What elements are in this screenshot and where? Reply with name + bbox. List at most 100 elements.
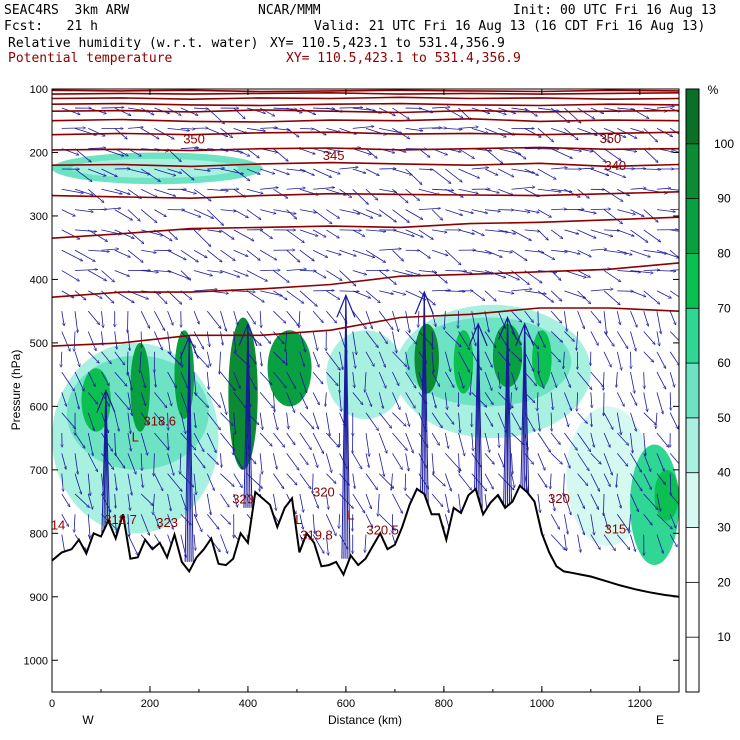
theta-label-8: 320 — [313, 485, 335, 500]
wind-arrow — [260, 311, 261, 328]
wind-arrow — [603, 534, 616, 551]
wind-arrow — [220, 209, 237, 212]
wind-arrow — [484, 331, 497, 347]
wind-arrow — [61, 412, 76, 429]
wind-arrow — [312, 412, 318, 430]
wind-arrow — [498, 433, 499, 448]
wind-arrow — [299, 148, 316, 154]
wind-arrow — [669, 249, 679, 260]
wind-arrow — [498, 249, 512, 252]
wind-arrow — [378, 392, 383, 408]
field2-xy: XY= 110.5,423.1 to 531.4,356.9 — [286, 51, 521, 66]
wind-arrow — [378, 493, 380, 517]
wind-arrow — [577, 249, 592, 258]
wind-arrow — [352, 270, 367, 275]
wind-arrow — [220, 412, 234, 426]
wind-arrow — [206, 372, 209, 390]
wind-arrow — [88, 249, 109, 251]
wind-arrow — [140, 514, 149, 535]
wind-arrow — [656, 290, 672, 299]
wind-arrow — [259, 453, 262, 474]
wind-arrow — [286, 249, 300, 262]
wind-arrow — [616, 473, 617, 488]
updraft-5 — [468, 322, 488, 508]
wind-arrow — [233, 209, 249, 219]
wind-arrow — [180, 147, 199, 148]
wind-arrow — [656, 351, 667, 369]
wind-arrow — [617, 270, 641, 273]
wind-arrow — [498, 188, 513, 195]
wind-arrow — [590, 289, 613, 292]
theta-label-7: 320 — [232, 491, 254, 506]
updraft-head — [515, 322, 535, 347]
wind-arrow — [365, 453, 369, 467]
wind-arrow — [524, 351, 535, 372]
wind-arrow — [326, 229, 339, 239]
wind-arrow — [352, 126, 374, 129]
wind-arrow — [550, 310, 562, 323]
wind-arrow — [61, 351, 62, 368]
wind-arrow — [392, 493, 403, 514]
wind-arrow — [326, 290, 340, 300]
theta-contour-3 — [52, 102, 679, 107]
wind-arrow — [405, 473, 406, 491]
wind-arrow — [286, 453, 300, 470]
wind-arrow — [537, 229, 549, 240]
wind-arrow — [207, 127, 228, 136]
wind-arrow — [590, 229, 613, 237]
wind-arrow — [87, 493, 92, 510]
wind-arrow — [537, 168, 556, 180]
wind-arrow — [61, 493, 71, 507]
wind-arrow — [643, 432, 646, 456]
wind-arrow — [127, 514, 129, 536]
wind-arrow — [167, 331, 171, 354]
wind-arrow — [339, 209, 361, 214]
wind-arrow — [418, 331, 433, 346]
colorbar-level-2 — [686, 363, 699, 418]
wind-arrow — [656, 513, 673, 529]
wind-arrow — [550, 493, 555, 511]
wind-arrow — [206, 514, 219, 529]
wind-arrow — [590, 209, 611, 210]
colorbar-tick-label: 30 — [717, 521, 731, 535]
wind-arrow — [511, 229, 531, 242]
wind-arrow — [286, 168, 306, 171]
wind-arrow — [87, 351, 99, 364]
wind-arrow — [643, 412, 657, 425]
wind-arrow — [246, 290, 265, 303]
wind-arrow — [603, 453, 612, 475]
wind-arrow — [220, 229, 235, 240]
wind-arrow — [312, 432, 325, 454]
wind-arrow — [445, 453, 461, 471]
wind-arrow — [630, 392, 638, 405]
wind-arrow — [630, 290, 647, 297]
wind-arrow — [127, 432, 131, 451]
wind-arrow — [550, 514, 561, 529]
wind-arrow — [379, 188, 397, 192]
wind-arrow — [312, 229, 326, 238]
wind-arrow — [207, 229, 221, 232]
wind-arrow — [564, 290, 586, 299]
x-tick-label: 600 — [337, 698, 355, 710]
wind-arrow — [141, 229, 163, 236]
wind-arrow — [551, 168, 567, 169]
colorbar-tick-label: 60 — [717, 356, 731, 370]
wind-arrow — [206, 534, 220, 552]
wind-arrow — [101, 371, 110, 386]
wind-arrow — [630, 473, 643, 491]
wind-arrow — [564, 148, 581, 152]
wind-arrow — [670, 473, 671, 496]
wind-arrow — [154, 453, 155, 476]
wind-arrow — [127, 392, 132, 415]
wind-arrow — [154, 473, 164, 491]
wind-arrow — [299, 168, 315, 175]
wind-arrow — [418, 128, 442, 129]
wind-arrow — [299, 331, 306, 352]
wind-arrow — [326, 432, 339, 447]
wind-arrow — [312, 331, 318, 350]
wind-arrow — [339, 392, 342, 411]
wind-arrow — [154, 168, 176, 176]
wind-arrow — [603, 493, 604, 516]
wind-arrow — [378, 351, 385, 368]
theta-label-4: 318.6 — [143, 413, 176, 428]
